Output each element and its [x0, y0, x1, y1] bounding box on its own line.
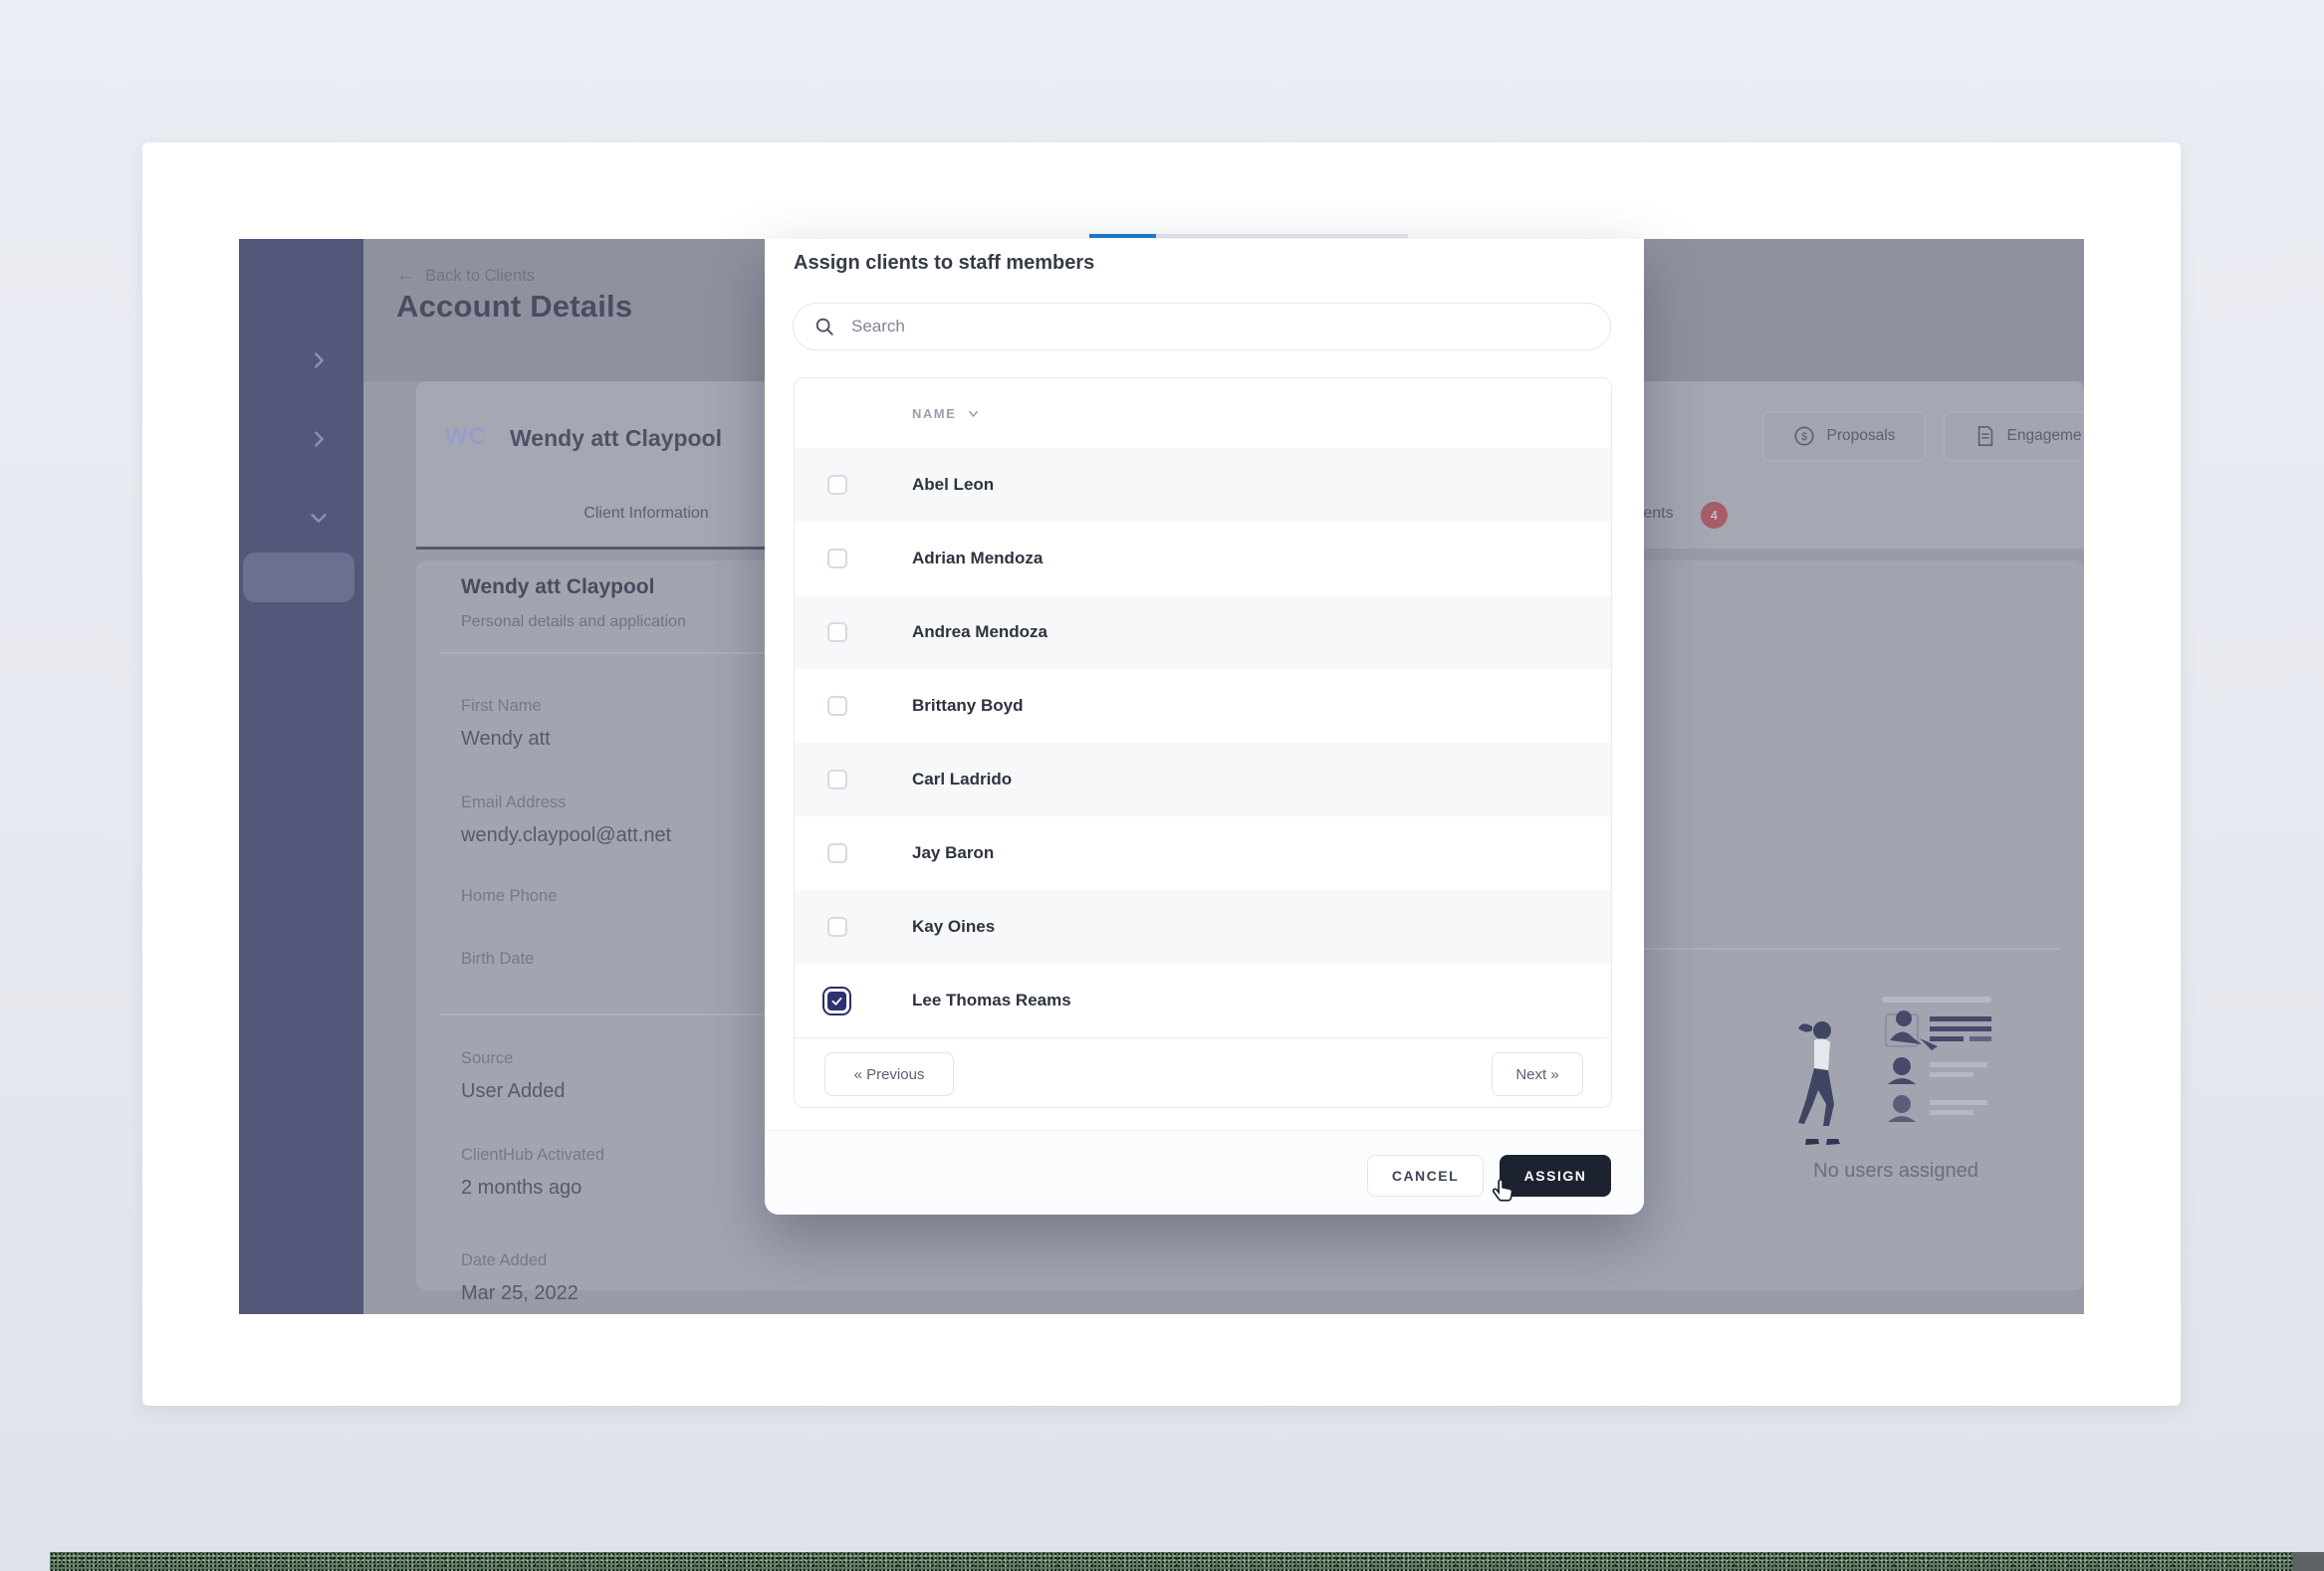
dollar-circle-icon: $ [1793, 426, 1814, 446]
search-icon [815, 318, 833, 336]
sort-chevron-icon [969, 410, 979, 417]
table-row[interactable]: Adrian Mendoza [795, 522, 1611, 595]
proposals-button[interactable]: $ Proposals [1762, 411, 1926, 461]
staff-name: Lee Thomas Reams [912, 991, 1071, 1010]
cursor-pointer-icon [1492, 1179, 1513, 1202]
sidebar-item-active[interactable] [243, 553, 354, 602]
field-label: Date Added [461, 1251, 548, 1269]
tab-count-badge: 4 [1701, 502, 1728, 529]
table-row[interactable]: Carl Ladrido [795, 743, 1611, 816]
section-title: Wendy att Claypool [461, 575, 655, 598]
field-label: Home Phone [461, 887, 558, 905]
list-header[interactable]: NAME [795, 378, 1611, 448]
proposals-label: Proposals [1826, 427, 1896, 444]
staff-name: Andrea Mendoza [912, 622, 1048, 641]
row-checkbox[interactable] [827, 549, 847, 568]
staff-list: NAME Abel Leon Adrian Mendoza Andrea Men… [794, 377, 1612, 1108]
assign-button[interactable]: ASSIGN [1500, 1155, 1611, 1197]
field-value: wendy.claypool@att.net [461, 824, 672, 846]
search-input-wrapper[interactable] [793, 303, 1611, 350]
staff-name: Adrian Mendoza [912, 549, 1044, 567]
back-link-label: Back to Clients [425, 266, 536, 285]
previous-page-button[interactable]: « Previous [824, 1052, 954, 1096]
client-name: Wendy att Claypool [510, 425, 722, 451]
row-checkbox[interactable] [827, 622, 847, 642]
stepper-progress-fill [1089, 234, 1156, 238]
no-users-assigned-text: No users assigned [1813, 1160, 1978, 1182]
table-row[interactable]: Jay Baron [795, 816, 1611, 890]
row-checkbox[interactable] [827, 770, 847, 789]
avatar: WC [445, 423, 487, 450]
chevron-right-icon [315, 352, 324, 368]
engagements-button[interactable]: Engageme [1944, 411, 2084, 461]
row-checkbox[interactable] [827, 696, 847, 716]
assign-clients-modal: Assign clients to staff members NAME Abe… [765, 239, 1644, 1215]
field-value: User Added [461, 1080, 566, 1102]
field-label: ClientHub Activated [461, 1146, 604, 1164]
staff-name: Brittany Boyd [912, 696, 1024, 715]
cancel-button[interactable]: CANCEL [1367, 1155, 1484, 1197]
check-icon [831, 997, 842, 1006]
sidebar-item-1[interactable] [308, 349, 330, 376]
row-checkbox[interactable] [827, 917, 847, 937]
svg-text:$: $ [1800, 431, 1806, 443]
engagements-label: Engageme [2006, 427, 2082, 444]
empty-state-illustration [1798, 997, 1991, 1145]
field-value: Wendy att [461, 728, 551, 750]
staff-name: Kay Oines [912, 917, 996, 936]
noise-strip-end [2293, 1552, 2324, 1571]
field-value: Mar 25, 2022 [461, 1282, 579, 1304]
field-label: Source [461, 1049, 514, 1067]
staff-name: Jay Baron [912, 843, 995, 862]
sidebar-item-3-expanded[interactable] [308, 507, 330, 534]
staff-name: Abel Leon [912, 475, 995, 494]
next-page-button[interactable]: Next » [1492, 1052, 1583, 1096]
sidebar-item-2[interactable] [308, 428, 330, 455]
active-tab-underline [416, 547, 765, 550]
field-label: First Name [461, 697, 542, 715]
row-checkbox[interactable] [827, 475, 847, 495]
field-value: 2 months ago [461, 1177, 582, 1199]
table-row[interactable]: Kay Oines [795, 890, 1611, 964]
table-row[interactable]: Brittany Boyd [795, 669, 1611, 743]
modal-title: Assign clients to staff members [794, 252, 1095, 274]
table-row-selected[interactable]: Lee Thomas Reams [795, 964, 1611, 1037]
back-to-clients-link[interactable]: ← Back to Clients [396, 265, 535, 287]
table-row[interactable]: Abel Leon [795, 448, 1611, 522]
tab-client-information[interactable]: Client Information [583, 505, 709, 522]
staff-name: Carl Ladrido [912, 770, 1013, 788]
stepper-progress-track [1089, 234, 1408, 238]
section-subtitle: Personal details and application [461, 613, 686, 630]
name-column-header: NAME [912, 405, 957, 421]
chevron-down-icon [311, 514, 327, 523]
sidebar [239, 239, 363, 1314]
chevron-right-icon [315, 431, 324, 447]
field-label: Birth Date [461, 950, 535, 968]
row-checkbox[interactable] [827, 843, 847, 863]
row-checkbox-checked[interactable] [822, 986, 851, 1015]
table-row[interactable]: Andrea Mendoza [795, 595, 1611, 669]
field-label: Email Address [461, 793, 567, 811]
back-arrow-icon: ← [396, 265, 415, 286]
page-title: Account Details [396, 289, 633, 324]
noise-strip [50, 1552, 2293, 1571]
pagination: « Previous Next » [795, 1037, 1611, 1107]
search-input[interactable] [851, 317, 1590, 337]
modal-footer: CANCEL ASSIGN [765, 1130, 1644, 1215]
document-icon [1977, 426, 1992, 446]
